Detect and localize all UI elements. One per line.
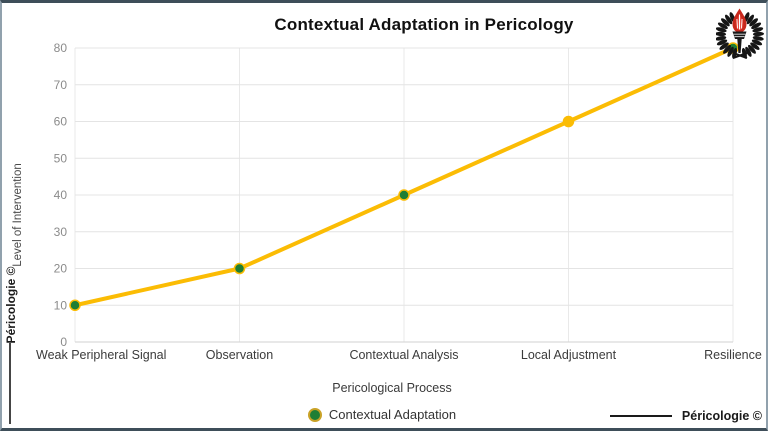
laurel-leaf [716,36,727,41]
torch-handle [737,39,742,53]
y-tick-label: 60 [54,115,68,129]
y-tick-label: 30 [54,225,68,239]
laurel-leaf [724,14,733,25]
laurel-leaf [752,36,764,41]
y-tick-label: 0 [60,335,67,349]
laurel-leaf [716,39,728,46]
y-tick-label: 10 [54,298,68,312]
laurel-leaf [745,46,752,57]
laurel-leaf [723,44,732,54]
data-point-0[interactable] [69,299,81,311]
left-watermark-line [9,343,11,424]
x-category-label: Resilience [704,348,762,362]
laurel-leaf [750,42,760,50]
y-tick-label: 50 [54,151,68,165]
x-category-label: Contextual Analysis [349,348,458,362]
laurel-leaf [749,18,759,27]
laurel-leaf [716,27,727,33]
laurel-leaf [719,42,729,50]
bottom-watermark-text: Péricologie © [681,409,762,423]
x-category-label: Weak Peripheral Signal [36,348,166,362]
x-axis-title: Pericological Process [332,381,452,395]
y-tick-label: 80 [54,41,68,55]
data-point-2[interactable] [398,189,410,201]
bottom-watermark-line [609,415,672,417]
line-chart-plot: 0 10 20 30 40 50 60 70 80 Weak Peripheral Signal O… [36,41,762,362]
x-category-label: Observation [206,348,273,362]
torch-cup [732,31,747,39]
laurel-leaf [751,39,763,46]
x-category-label: Local Adjustment [521,348,617,362]
data-point-3[interactable] [562,115,575,128]
data-point-1[interactable] [233,262,246,275]
laurel-leaf [747,44,756,54]
laurel-leaf [746,14,755,25]
laurel-leaf [752,27,764,33]
chart-legend[interactable]: Contextual Adaptation [77,407,687,422]
y-tick-label: 40 [54,188,68,202]
laurel-leaf [716,31,727,37]
legend-series-dot-icon [307,407,322,422]
laurel-leaf [717,22,728,30]
laurel-leaf [752,31,765,37]
torch-laurel-logo-icon [716,8,765,59]
bottom-watermark: Péricologie © [609,409,762,423]
laurel-leaf [751,22,762,30]
laurel-leaf [727,46,734,57]
laurel-leaf [720,18,730,27]
y-tick-label: 20 [54,262,68,276]
chart-title: Contextual Adaptation in Pericology [274,15,574,34]
y-tick-label: 70 [54,78,68,92]
legend-series-label: Contextual Adaptation [328,407,457,422]
